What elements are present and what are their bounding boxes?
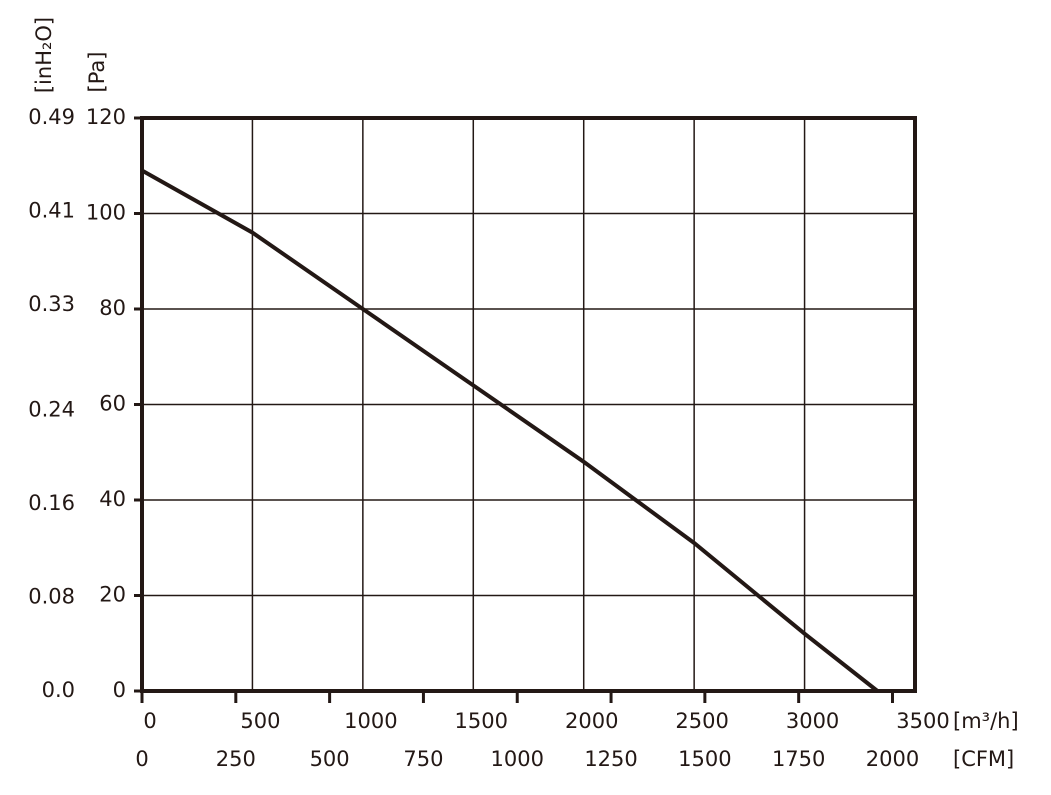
x2-tick-label: 0 [135,747,148,771]
x-tick-label: 0 [143,709,156,733]
y-tick-label: 100 [86,201,126,225]
y-tick-label: 20 [99,583,126,607]
plot-frame [140,116,917,693]
x-tick-label: 3000 [786,709,839,733]
x2-tick-label: 250 [216,747,256,771]
x2-tick-label: 1250 [584,747,637,771]
x2-axis-label: [CFM] [953,747,1014,771]
x-tick-label: 1000 [344,709,397,733]
x-tick-label: 2000 [565,709,618,733]
y2-tick-label: 0.33 [28,292,75,316]
y2-axis-label: [inH₂O] [32,17,56,93]
x-axis-label: [m³/h] [953,709,1019,733]
x2-tick-label: 500 [310,747,350,771]
x-tick-label: 1500 [455,709,508,733]
y-axis-label: [Pa] [85,52,109,93]
curve [141,168,879,693]
x2-tick-label: 1750 [772,747,825,771]
y2-tick-label: 0.16 [28,491,75,515]
x2-tick-label: 1500 [678,747,731,771]
x2-tick-label: 2000 [866,747,919,771]
y2-tick-label: 0.41 [28,199,75,223]
y-tick-label: 40 [99,487,126,511]
x-tick-label: 3500 [896,709,949,733]
y-tick-label: 120 [86,105,126,129]
x2-tick-label: 750 [403,747,443,771]
y-tick-label: 0 [113,678,126,702]
x-tick-label: 500 [240,709,280,733]
y-tick-label: 60 [99,392,126,416]
y2-tick-label: 0.49 [28,105,75,129]
y-tick-label: 80 [99,296,126,320]
y2-tick-label: 0.0 [42,678,75,702]
y2-tick-label: 0.24 [28,397,75,421]
y2-tick-label: 0.08 [28,584,75,608]
x2-tick-label: 1000 [491,747,544,771]
x-tick-label: 2500 [675,709,728,733]
